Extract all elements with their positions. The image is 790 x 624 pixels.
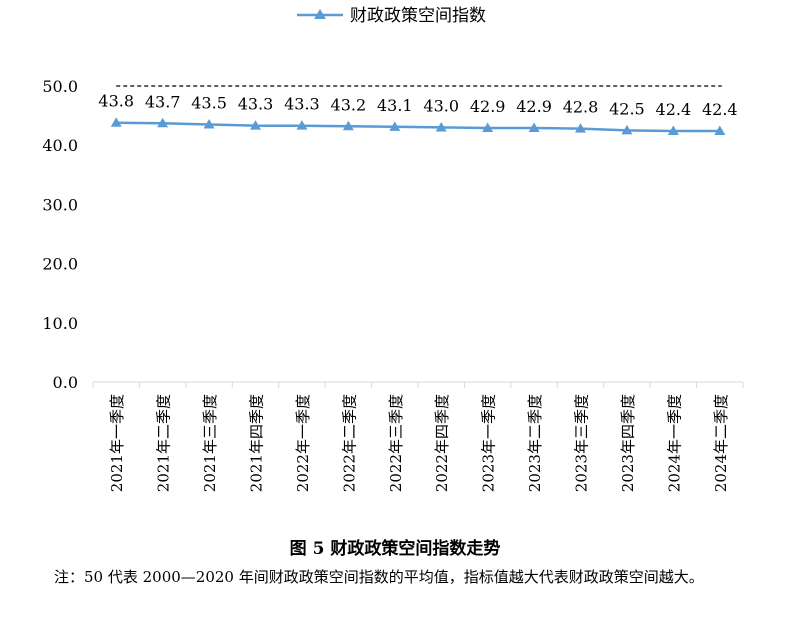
- data-point: [575, 123, 586, 133]
- data-label: 42.9: [516, 97, 552, 116]
- data-point: [621, 124, 633, 135]
- data-label: 42.4: [656, 100, 692, 119]
- x-tick-label: 2023年二季度: [526, 394, 544, 492]
- data-label: 42.4: [702, 100, 738, 119]
- x-tick-label: 2021年四季度: [248, 394, 266, 492]
- x-tick-label: 2024年二季度: [712, 394, 730, 492]
- legend-label: 财政政策空间指数: [350, 6, 486, 26]
- y-tick-label: 10.0: [42, 314, 78, 333]
- data-label: 43.3: [284, 95, 320, 114]
- data-label: 43.2: [331, 95, 367, 114]
- legend: 财政政策空间指数: [297, 6, 486, 26]
- x-tick-label: 2023年四季度: [619, 394, 637, 492]
- data-labels: 43.8 43.7 43.5 43.3 43.3 43.2 43.1 43.0 42.9 42.9…: [98, 92, 737, 119]
- data-point: [250, 120, 261, 130]
- data-point: [110, 117, 122, 127]
- data-label: 43.0: [423, 96, 459, 115]
- x-tick-label: 2021年一季度: [108, 394, 126, 492]
- data-label: 43.7: [145, 92, 181, 111]
- data-point: [435, 121, 447, 132]
- x-tick-label: 2022年四季度: [433, 394, 451, 492]
- series-markers: [110, 117, 726, 135]
- data-point: [667, 125, 679, 135]
- data-label: 43.1: [377, 96, 413, 115]
- data-point: [528, 122, 540, 133]
- data-point: [389, 121, 401, 131]
- data-point: [203, 118, 215, 129]
- x-tick-label: 2022年二季度: [340, 394, 358, 492]
- y-tick-label: 20.0: [42, 255, 78, 274]
- figure-note: 注：50 代表 2000—2020 年间财政政策空间指数的平均值，指标值越大代表…: [54, 568, 704, 586]
- x-tick-label: 2022年三季度: [387, 394, 405, 492]
- y-tick-label: 40.0: [42, 136, 78, 155]
- line-chart: 财政政策空间指数 0.0 10.0 20.0 30.0 40.0 50.0 2021年一季…: [42, 6, 744, 492]
- data-point: [342, 120, 354, 131]
- data-label: 43.3: [238, 95, 274, 114]
- x-tick-label: 2021年三季度: [201, 394, 219, 492]
- data-point: [482, 122, 494, 133]
- x-tick-label: 2024年一季度: [665, 394, 683, 492]
- legend-marker: [314, 9, 326, 19]
- data-point: [296, 120, 308, 130]
- data-point: [157, 117, 169, 128]
- data-label: 43.8: [98, 92, 134, 111]
- x-tick-label: 2023年三季度: [573, 394, 591, 492]
- y-tick-label: 30.0: [42, 195, 78, 214]
- figure-caption: 图 5 财政政策空间指数走势: [289, 539, 501, 559]
- data-label: 42.9: [470, 97, 506, 116]
- series-line: [116, 121, 720, 133]
- y-tick-label: 50.0: [42, 77, 78, 96]
- x-axis-ticks: [92, 382, 744, 388]
- x-axis-labels: 2021年一季度 2021年二季度 2021年三季度 2021年四季度 2022年一季度…: [108, 394, 730, 492]
- x-tick-label: 2022年一季度: [294, 394, 312, 492]
- x-tick-label: 2023年一季度: [480, 394, 498, 492]
- data-label: 43.5: [191, 93, 227, 112]
- data-label: 42.5: [609, 99, 645, 118]
- y-axis: 0.0 10.0 20.0 30.0 40.0 50.0: [42, 77, 78, 392]
- x-tick-label: 2021年二季度: [155, 394, 173, 492]
- data-label: 42.8: [563, 98, 599, 117]
- y-tick-label: 0.0: [53, 373, 78, 392]
- data-point: [714, 125, 726, 135]
